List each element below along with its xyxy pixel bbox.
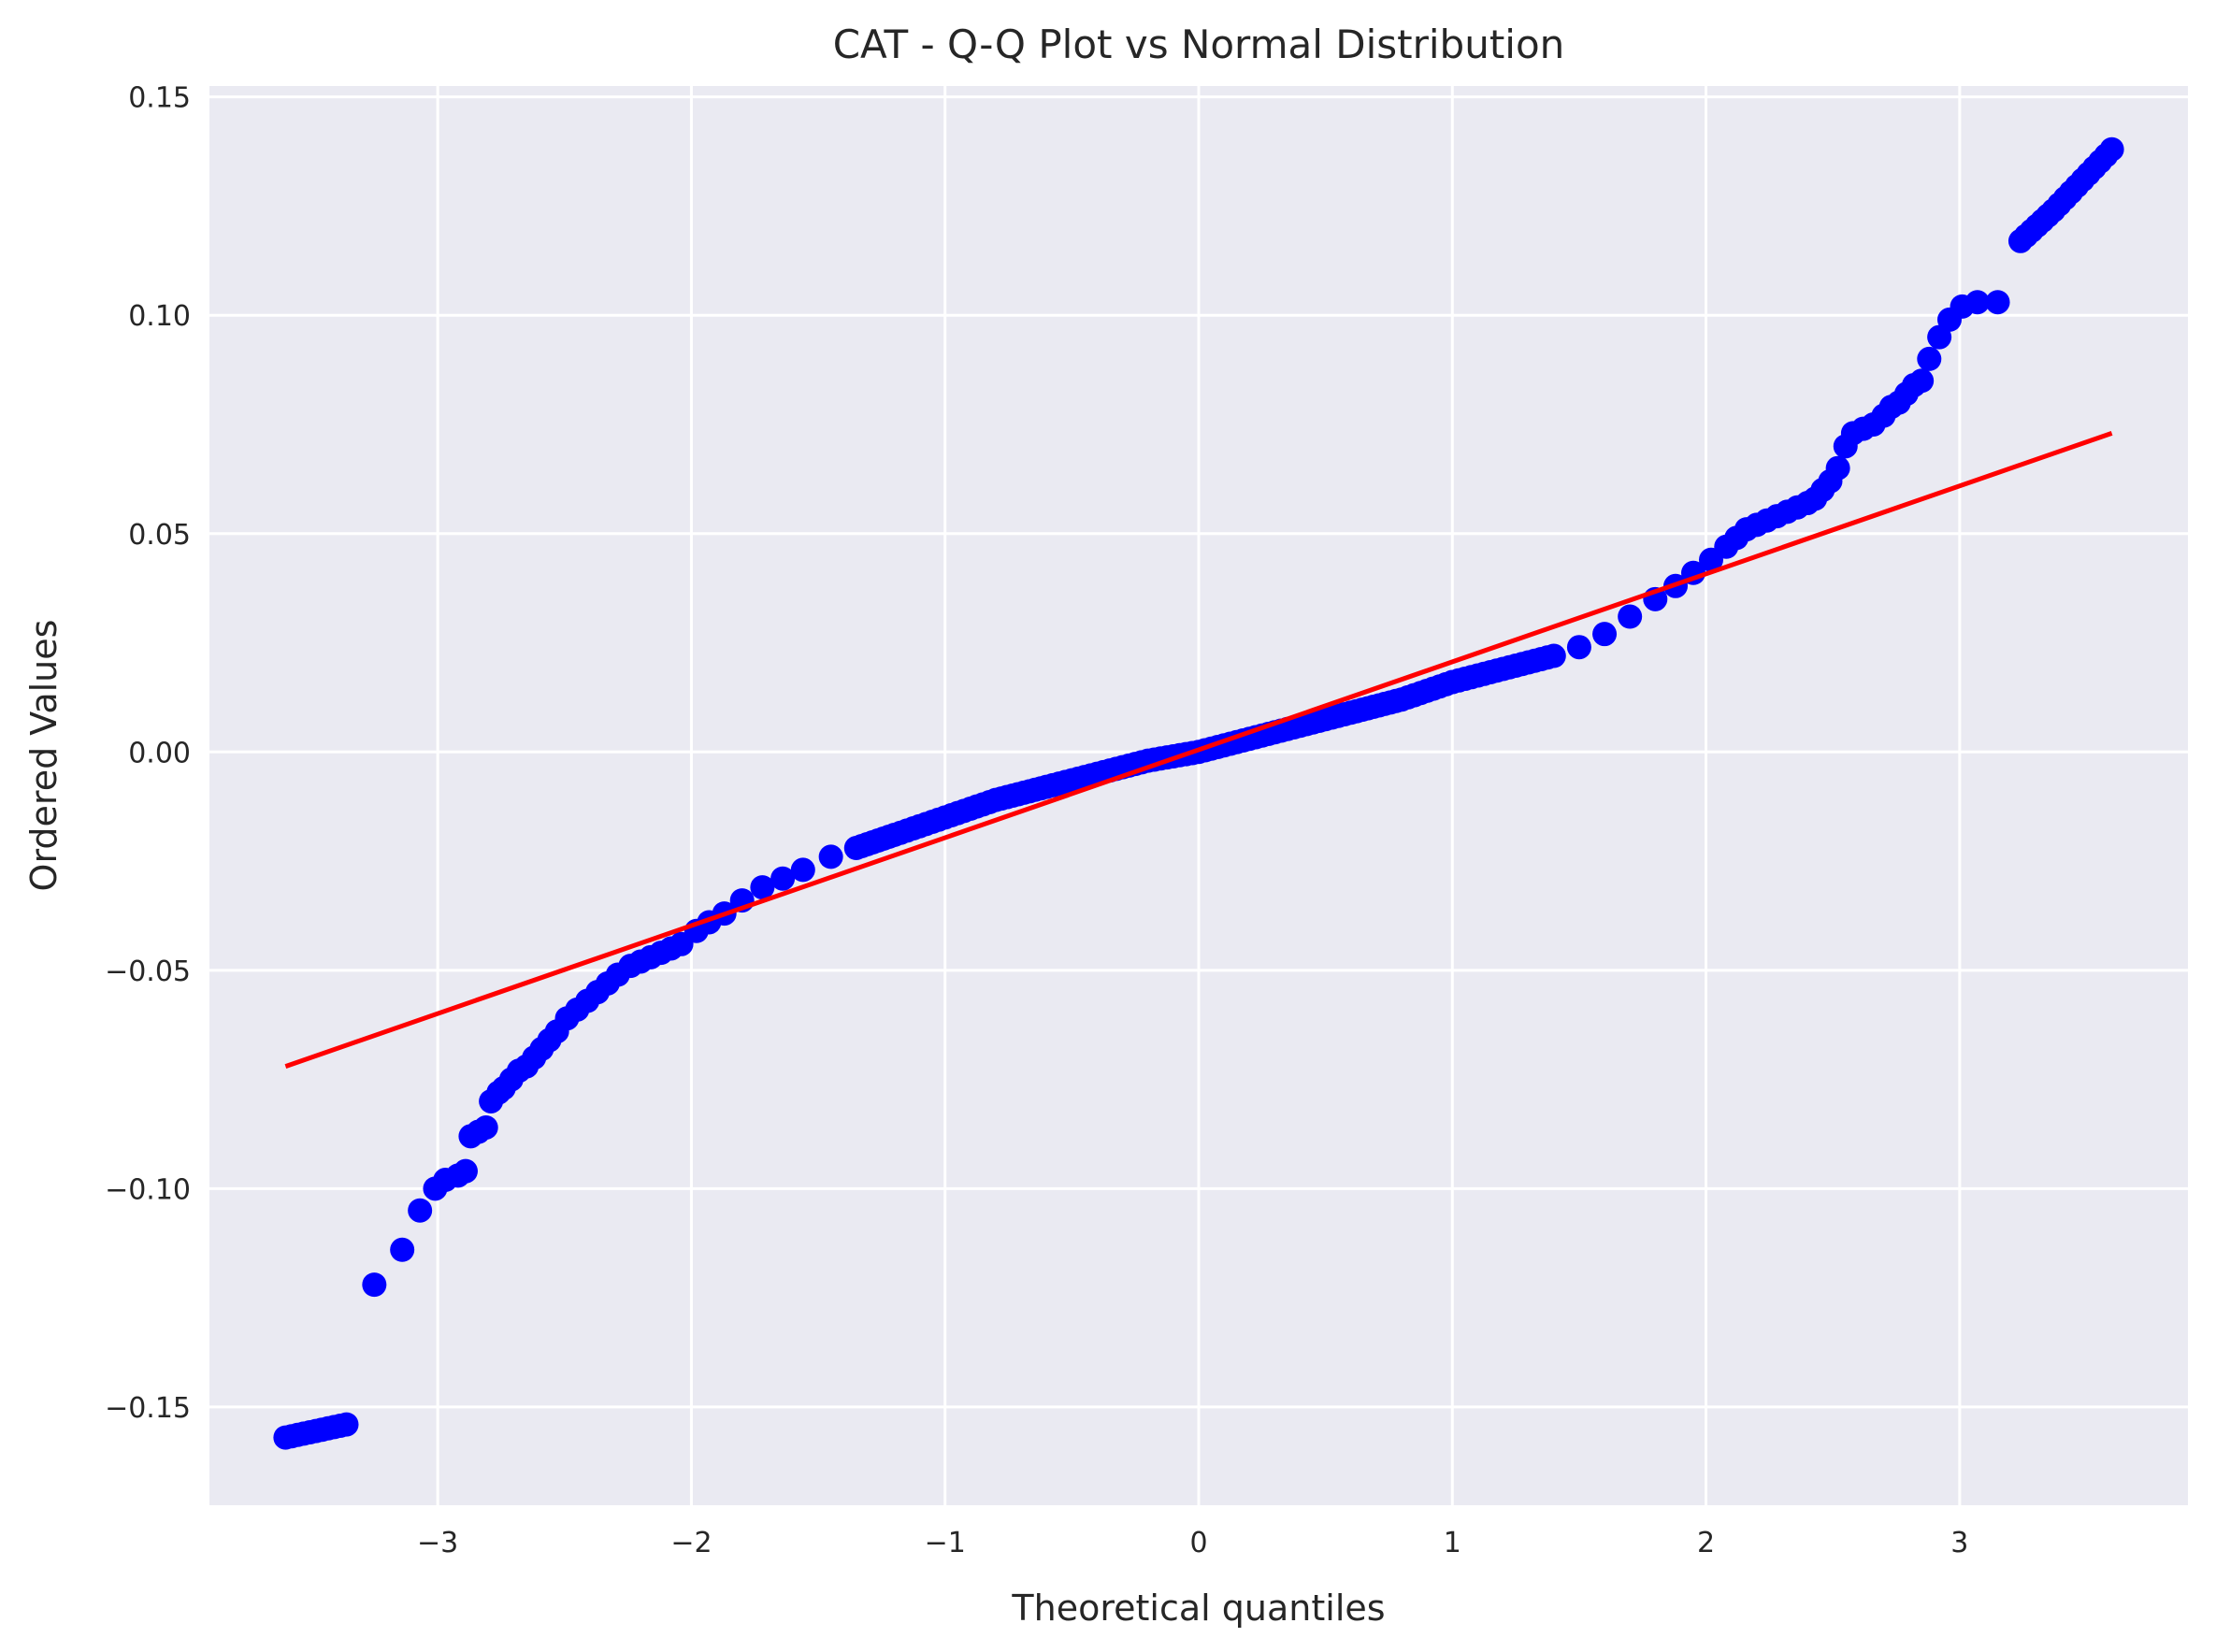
data-point xyxy=(1825,455,1850,481)
data-point xyxy=(1618,604,1643,629)
data-point xyxy=(1917,346,1942,371)
data-point xyxy=(453,1158,478,1184)
data-point xyxy=(408,1198,433,1223)
data-point xyxy=(334,1412,359,1437)
x-tick-label: 0 xyxy=(1189,1527,1207,1559)
data-point xyxy=(1566,635,1591,660)
y-tick-label: 0.10 xyxy=(128,300,191,333)
y-tick-label: 0.15 xyxy=(128,82,191,115)
y-axis-title: Ordered Values xyxy=(23,620,65,892)
data-point xyxy=(1985,290,2010,315)
data-point xyxy=(790,857,815,883)
data-point xyxy=(362,1272,387,1298)
x-tick-label: −1 xyxy=(925,1527,966,1559)
x-axis-title: Theoretical quantiles xyxy=(1011,1587,1385,1629)
data-point xyxy=(1592,622,1618,647)
reference-fit-line xyxy=(284,430,2113,1069)
data-point xyxy=(390,1237,415,1262)
data-point xyxy=(750,875,775,900)
data-point xyxy=(473,1114,498,1140)
x-axis-ticks: −3 −2 −1 0 1 2 3 xyxy=(417,1527,1968,1559)
x-tick-label: −3 xyxy=(417,1527,458,1559)
data-point xyxy=(818,844,843,869)
data-point xyxy=(1909,368,1935,394)
data-point xyxy=(1964,290,1990,315)
chart-title: CAT - Q-Q Plot vs Normal Distribution xyxy=(833,22,1565,67)
x-tick-label: 2 xyxy=(1697,1527,1715,1559)
data-points xyxy=(273,136,2124,1450)
y-tick-label: 0.00 xyxy=(128,737,191,769)
y-tick-label: −0.10 xyxy=(105,1173,191,1206)
x-tick-label: 1 xyxy=(1444,1527,1461,1559)
y-axis-ticks: −0.15 −0.10 −0.05 0.00 0.05 0.10 0.15 xyxy=(105,82,191,1425)
y-tick-label: 0.05 xyxy=(128,519,191,552)
y-tick-label: −0.05 xyxy=(105,955,191,988)
x-tick-label: −2 xyxy=(670,1527,712,1559)
data-point xyxy=(770,866,796,891)
y-tick-label: −0.15 xyxy=(105,1392,191,1425)
data-point xyxy=(1541,643,1566,668)
x-tick-label: 3 xyxy=(1950,1527,1968,1559)
data-point xyxy=(2099,136,2124,162)
